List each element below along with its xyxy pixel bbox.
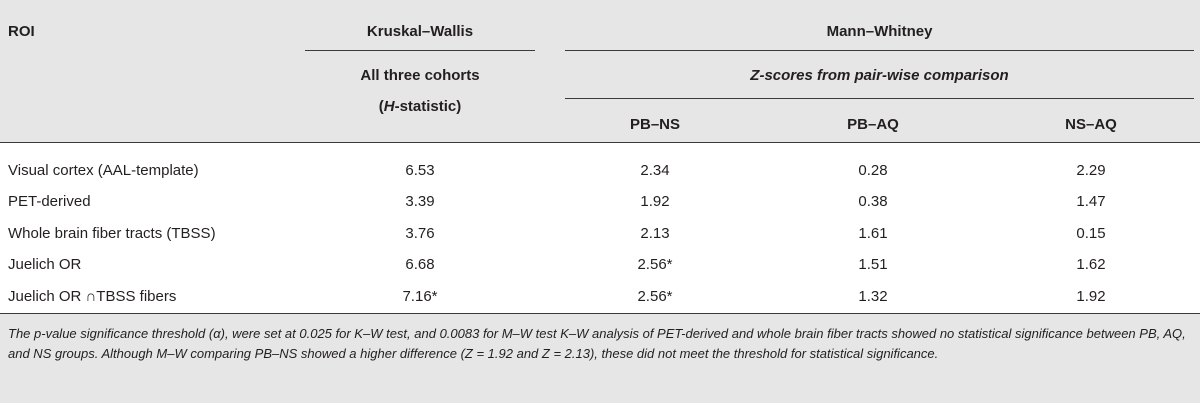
- header-pb-aq: PB–AQ: [847, 116, 899, 133]
- header-all-three-cohorts: All three cohorts: [360, 67, 480, 84]
- row-pb-ns: 2.13: [640, 225, 670, 242]
- row-roi: Whole brain fiber tracts (TBSS): [8, 225, 216, 242]
- row-pb-ns: 1.92: [640, 193, 670, 210]
- header-background: [0, 0, 1200, 142]
- row-ns-aq: 1.62: [1076, 256, 1106, 273]
- h-letter: H: [383, 98, 395, 115]
- row-pb-aq: 1.51: [858, 256, 888, 273]
- row-pb-aq: 0.28: [858, 162, 888, 179]
- row-roi: PET-derived: [8, 193, 91, 210]
- row-ns-aq: 0.15: [1076, 225, 1106, 242]
- header-kruskal-wallis: Kruskal–Wallis: [366, 23, 474, 40]
- table-footnote: The p-value significance threshold (α), …: [8, 326, 1186, 361]
- row-pb-ns: 2.56*: [637, 288, 673, 305]
- kruskal-wallis-rule: [305, 50, 535, 51]
- row-pb-aq: 1.61: [858, 225, 888, 242]
- mann-whitney-rule: [565, 50, 1194, 51]
- header-mann-whitney: Mann–Whitney: [826, 23, 933, 40]
- row-ns-aq: 2.29: [1076, 162, 1106, 179]
- row-h-statistic: 6.68: [405, 256, 435, 273]
- row-pb-ns: 2.56*: [637, 256, 673, 273]
- row-h-statistic: 6.53: [405, 162, 435, 179]
- row-pb-ns: 2.34: [640, 162, 670, 179]
- h-open-paren: (: [378, 98, 384, 115]
- header-zscores: Z-scores from pair-wise comparison: [750, 67, 1009, 84]
- footnote-background: [0, 313, 1200, 403]
- h-rest: -statistic): [394, 98, 462, 115]
- row-pb-aq: 0.38: [858, 193, 888, 210]
- table-bottom-rule: [0, 313, 1200, 314]
- header-bottom-rule: [0, 142, 1200, 143]
- header-pb-ns: PB–NS: [629, 116, 681, 133]
- zscores-rule: [565, 98, 1194, 99]
- row-roi: Juelich OR ∩TBSS fibers: [8, 288, 177, 305]
- header-ns-aq: NS–AQ: [1065, 116, 1117, 133]
- row-h-statistic: 3.76: [405, 225, 435, 242]
- header-roi: ROI: [8, 23, 35, 40]
- row-h-statistic: 7.16*: [402, 288, 438, 305]
- row-ns-aq: 1.92: [1076, 288, 1106, 305]
- row-h-statistic: 3.39: [405, 193, 435, 210]
- row-roi: Juelich OR: [8, 256, 82, 273]
- row-ns-aq: 1.47: [1076, 193, 1106, 210]
- row-pb-aq: 1.32: [858, 288, 888, 305]
- header-h-statistic: (H-statistic): [305, 98, 535, 115]
- row-roi: Visual cortex (AAL-template): [8, 162, 199, 179]
